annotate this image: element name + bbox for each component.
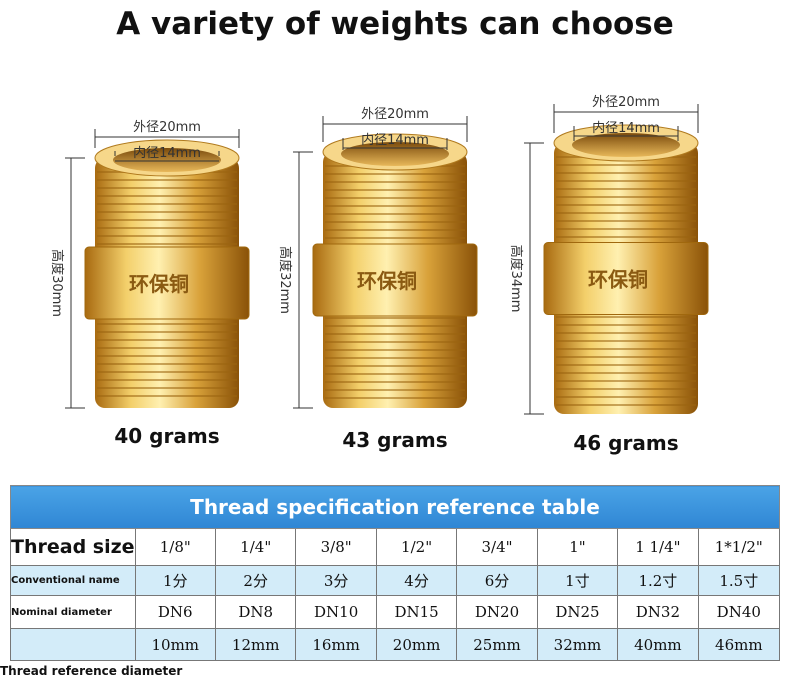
outer-dim-label: 外径20mm	[133, 120, 201, 135]
table-cell: 4分	[375, 565, 458, 596]
table-cell: 2分	[214, 565, 297, 596]
fitting-bore	[113, 148, 221, 172]
fitting-bore	[572, 133, 680, 157]
table-cell: DN25	[536, 595, 619, 629]
table-cell: 12mm	[214, 628, 297, 661]
page-title: A variety of weights can choose	[116, 6, 674, 42]
table-cell: DN6	[134, 595, 216, 629]
height-dim-label: 高度30mm	[49, 249, 65, 317]
row-label: Conventional name	[10, 565, 136, 596]
fitting-stamp: 环保铜	[357, 269, 417, 293]
table-cell: 3分	[295, 565, 377, 596]
table-cell: 3/4"	[456, 528, 538, 566]
table-cell: 3/8"	[295, 528, 377, 566]
inner-dim-label: 内径14mm	[361, 132, 429, 148]
fitting-stamp: 环保铜	[588, 268, 648, 292]
fitting-hex	[312, 243, 478, 317]
table-cell: 1"	[536, 528, 619, 566]
table-cell: 20mm	[375, 628, 458, 661]
fitting-hex	[84, 246, 250, 320]
table-cell: DN10	[295, 595, 377, 629]
fitting-stamp: 环保铜	[129, 272, 189, 296]
table-cell: DN20	[456, 595, 538, 629]
inner-dim-label: 内径14mm	[133, 145, 201, 161]
weight-label: 40 grams	[114, 424, 219, 448]
table-cell: DN40	[697, 595, 781, 629]
table-cell: DN32	[617, 595, 699, 629]
table-cell: DN8	[214, 595, 297, 629]
table-cell: 46mm	[697, 628, 781, 661]
product-art: 环保铜 外径20mm 内径14mm 高度30mm 40 grams 环保铜 外径20mm 内径…	[49, 95, 709, 455]
table-cell: 1分	[134, 565, 216, 596]
inner-dim-label: 内径14mm	[592, 120, 660, 136]
table-cell: 1/4"	[214, 528, 297, 566]
table-cell: 6分	[456, 565, 538, 596]
outer-dim-label: 外径20mm	[361, 107, 429, 122]
height-dim-label: 高度32mm	[277, 246, 293, 314]
table-cell: 1 1/4"	[617, 528, 699, 566]
table-cell: 32mm	[536, 628, 619, 661]
height-dim-label: 高度34mm	[508, 245, 524, 313]
table-cell: 1.2寸	[617, 565, 699, 596]
table-cell: 25mm	[456, 628, 538, 661]
table-cell: 1/8"	[134, 528, 216, 566]
spec-table: Thread specification reference table Thr…	[10, 485, 781, 661]
fitting-hex	[543, 242, 709, 315]
table-footnote: Thread reference diameter	[0, 664, 183, 678]
row-label: Thread size	[10, 528, 136, 566]
table-cell: 1*1/2"	[697, 528, 781, 566]
table-cell: 1.5寸	[697, 565, 781, 596]
table-cell: 40mm	[617, 628, 699, 661]
table-cell: DN15	[375, 595, 458, 629]
weight-label: 46 grams	[573, 431, 678, 455]
table-cell: 1寸	[536, 565, 619, 596]
table-cell: 16mm	[295, 628, 377, 661]
table-cell: 10mm	[134, 628, 216, 661]
weight-label: 43 grams	[342, 428, 447, 452]
table-title: Thread specification reference table	[10, 485, 780, 529]
row-label	[10, 628, 136, 661]
outer-dim-label: 外径20mm	[592, 95, 660, 110]
row-label: Nominal diameter	[10, 595, 136, 629]
table-cell: 1/2"	[375, 528, 458, 566]
